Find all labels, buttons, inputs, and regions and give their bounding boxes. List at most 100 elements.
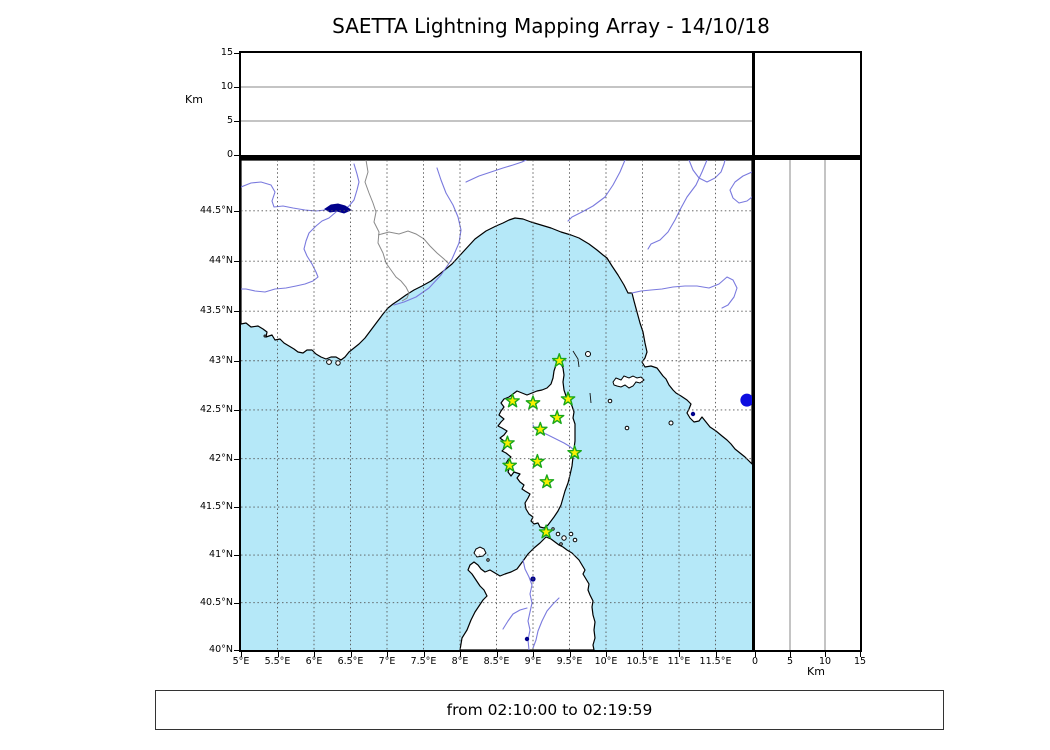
- figure-title: SAETTA Lightning Mapping Array - 14/10/1…: [332, 14, 770, 38]
- axis-tick: [234, 555, 239, 557]
- elba-island: [612, 375, 645, 389]
- lake-dot: [524, 636, 530, 642]
- station-star-marker: [500, 435, 515, 450]
- altitude-axis-title: Km: [185, 93, 203, 106]
- station-star-marker: [538, 524, 554, 539]
- altitude-panel-plot: [241, 86, 752, 122]
- river-line: [465, 160, 527, 183]
- axis-tick: [234, 155, 239, 156]
- lightning-event-markers: [740, 393, 752, 407]
- axis-tick: [569, 652, 571, 657]
- small-islands: [263, 334, 674, 562]
- axis-tick: [387, 652, 388, 657]
- lma-station-markers: [500, 353, 582, 539]
- distance-tick-label: 5: [786, 656, 794, 667]
- river-line: [567, 160, 626, 222]
- distance-axis-title: Km: [807, 665, 825, 678]
- axis-tick: [234, 87, 239, 88]
- lon-tick-label: 7°E: [378, 656, 396, 667]
- small-island: [561, 535, 567, 541]
- lat-tick-label: 44°N: [209, 255, 233, 267]
- axis-tick: [790, 652, 791, 657]
- lat-tick-label: 42.5°N: [199, 403, 233, 415]
- altitude-tick-label: 15: [220, 47, 233, 58]
- axis-tick: [234, 458, 239, 460]
- small-island: [263, 334, 267, 338]
- axis-tick: [350, 652, 352, 657]
- axis-tick: [234, 360, 239, 362]
- corsica-island: [497, 361, 576, 529]
- small-island: [555, 531, 561, 537]
- lon-tick-label: 11.5°E: [699, 656, 732, 667]
- axis-tick: [277, 652, 279, 657]
- map-detail-line: [589, 392, 592, 404]
- altitude-tick-label: 10: [220, 81, 233, 92]
- time-range-text: from 02:10:00 to 02:19:59: [446, 701, 653, 719]
- lat-tick-label: 42°N: [209, 452, 233, 464]
- station-star-marker: [530, 453, 545, 468]
- axis-tick: [755, 652, 756, 657]
- country-border-line: [377, 230, 450, 265]
- station-star-marker: [560, 391, 576, 406]
- lon-tick-label: 10°E: [594, 656, 618, 667]
- river-line: [532, 597, 560, 649]
- axis-tick: [234, 121, 239, 122]
- map-panel: [239, 158, 754, 652]
- lon-tick-label: 6.5°E: [337, 656, 364, 667]
- small-island: [572, 537, 578, 543]
- lat-tick-label: 43.5°N: [199, 305, 233, 317]
- lon-tick-label: 7.5°E: [410, 656, 437, 667]
- lat-tick-label: 40°N: [209, 644, 233, 655]
- small-island: [486, 558, 490, 562]
- axis-tick: [860, 652, 861, 657]
- small-island: [624, 425, 630, 431]
- small-island: [335, 360, 341, 366]
- lon-tick-label: 8°E: [451, 656, 469, 667]
- time-range-box: from 02:10:00 to 02:19:59: [155, 690, 944, 730]
- mainland-coast-france-italy: [241, 160, 752, 465]
- small-island: [559, 542, 563, 546]
- distance-tick-label: 0: [751, 656, 759, 667]
- station-star-marker: [551, 353, 567, 368]
- station-star-marker: [539, 474, 555, 489]
- axis-tick: [234, 507, 239, 509]
- station-star-marker: [549, 410, 565, 425]
- country-borders: [364, 160, 450, 302]
- river-line: [688, 160, 726, 183]
- river-line: [729, 171, 752, 204]
- axis-tick: [234, 650, 239, 651]
- river-line: [241, 211, 337, 293]
- river-line: [241, 181, 326, 212]
- river-line: [631, 276, 738, 309]
- station-star-marker: [505, 393, 520, 408]
- lon-tick-label: 9°E: [524, 656, 542, 667]
- sardinia-island: [459, 536, 596, 650]
- river-line: [393, 167, 462, 306]
- axis-tick: [314, 652, 315, 657]
- station-star-marker: [567, 445, 582, 460]
- axis-tick: [715, 652, 717, 657]
- lon-tick-label: 5.5°E: [264, 656, 291, 667]
- lat-tick-label: 43°N: [209, 354, 233, 366]
- small-island: [668, 420, 674, 426]
- station-star-marker: [525, 395, 541, 410]
- river-line: [522, 559, 533, 650]
- river-line: [344, 163, 360, 210]
- station-star-marker: [502, 457, 517, 472]
- lat-tick-label: 41°N: [209, 549, 233, 561]
- altitude-histogram-panel: [752, 51, 862, 158]
- lon-tick-label: 5°E: [232, 656, 250, 667]
- axis-tick: [234, 53, 239, 54]
- axis-tick: [642, 652, 644, 657]
- lat-tick-label: 44.5°N: [199, 204, 233, 216]
- axis-tick: [234, 261, 239, 263]
- lon-tick-label: 6°E: [305, 656, 323, 667]
- river-line: [502, 607, 528, 630]
- lake-dot: [690, 411, 696, 417]
- axis-tick: [234, 602, 239, 604]
- station-star-marker: [532, 421, 548, 436]
- lon-tick-label: 10.5°E: [626, 656, 659, 667]
- altitude-tick-label: 5: [226, 115, 233, 126]
- axis-tick: [679, 652, 680, 657]
